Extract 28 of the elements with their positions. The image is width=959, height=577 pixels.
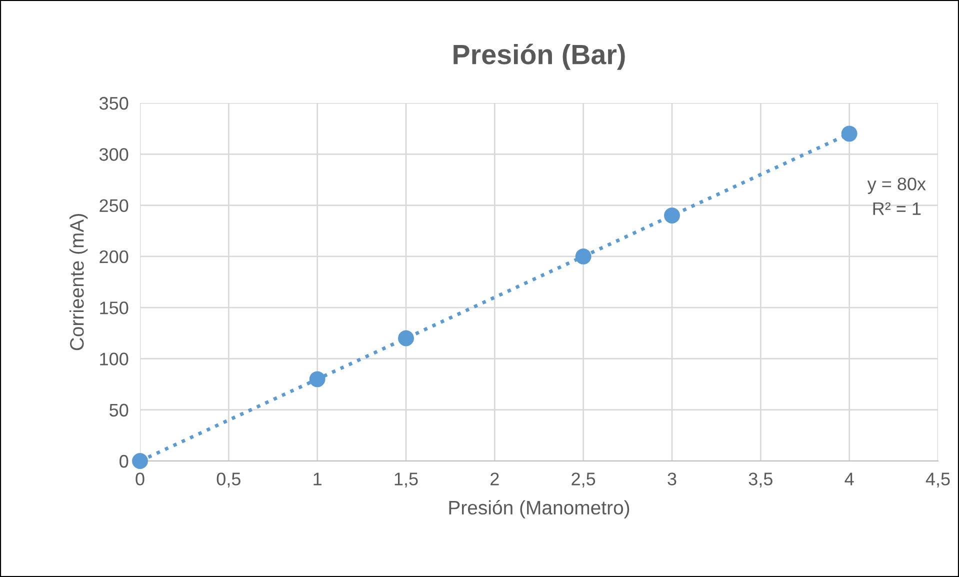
x-tick-label: 0,5	[216, 472, 240, 488]
y-tick-label: 100	[100, 352, 128, 366]
chart-title: Presión (Bar)	[454, 44, 625, 70]
x-tick-label: 0	[136, 472, 144, 486]
y-axis-title: Corrieente (mA)	[70, 214, 88, 350]
annotation: y = 80x R² = 1	[867, 178, 926, 215]
x-tick-label: 2	[490, 472, 499, 486]
y-tick-label: 350	[99, 96, 128, 110]
point	[398, 330, 414, 346]
y-tick-label: 50	[110, 404, 128, 417]
x-tick-label: 4,5	[926, 472, 950, 488]
y-tick-label: 250	[100, 199, 128, 212]
y-tick-label: 200	[100, 250, 128, 264]
x-tick-label: 1	[314, 472, 322, 486]
y-tick-label: 150	[100, 302, 128, 314]
point	[132, 453, 148, 469]
point	[841, 126, 858, 142]
point	[575, 248, 592, 264]
point	[309, 371, 326, 388]
x-tick-label: 1,5	[394, 472, 418, 488]
x-axis-title: Presión (Manometro)	[449, 500, 630, 518]
y-tick-label: 300	[99, 148, 128, 161]
x-tick-label: 3	[668, 472, 676, 486]
x-tick-label: 2,5	[572, 472, 596, 488]
x-tick-label: 4	[844, 472, 854, 486]
x-tick-label: 3,5	[748, 472, 772, 488]
y-tick-label: 0	[120, 454, 128, 468]
point	[664, 208, 680, 224]
